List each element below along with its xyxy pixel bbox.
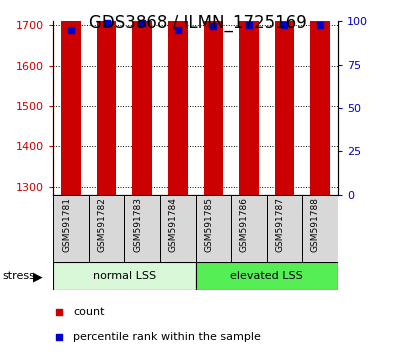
Point	[210, 24, 216, 29]
Bar	[168, 0, 188, 195]
Point	[103, 20, 110, 26]
Bar	[275, 0, 294, 195]
Bar	[124, 195, 160, 262]
Text: normal LSS: normal LSS	[93, 271, 156, 281]
Point	[139, 20, 145, 26]
Bar	[160, 195, 196, 262]
Text: elevated LSS: elevated LSS	[230, 271, 303, 281]
Text: ▶: ▶	[33, 270, 42, 283]
Text: GSM591788: GSM591788	[311, 197, 320, 252]
Text: GSM591781: GSM591781	[62, 197, 71, 252]
Text: GSM591786: GSM591786	[240, 197, 249, 252]
Point	[317, 22, 323, 28]
Text: GSM591782: GSM591782	[98, 197, 107, 252]
Bar	[267, 195, 302, 262]
Text: GDS3868 / ILMN_1725169: GDS3868 / ILMN_1725169	[88, 14, 307, 32]
Bar	[302, 195, 338, 262]
Bar	[97, 0, 117, 195]
Point	[68, 27, 74, 33]
Text: GSM591787: GSM591787	[275, 197, 284, 252]
Text: GSM591785: GSM591785	[204, 197, 213, 252]
Bar	[310, 0, 330, 195]
Bar	[203, 0, 223, 195]
Bar	[61, 0, 81, 195]
Bar	[231, 195, 267, 262]
Bar	[53, 262, 196, 290]
Bar	[53, 195, 89, 262]
Point	[246, 22, 252, 28]
Bar	[132, 0, 152, 195]
Text: count: count	[73, 307, 105, 317]
Text: percentile rank within the sample: percentile rank within the sample	[73, 332, 261, 342]
Text: GSM591784: GSM591784	[169, 197, 178, 252]
Bar	[89, 195, 124, 262]
Bar	[196, 262, 338, 290]
Text: GSM591783: GSM591783	[133, 197, 142, 252]
Point	[56, 309, 62, 315]
Bar	[239, 0, 259, 195]
Point	[175, 27, 181, 33]
Text: stress: stress	[2, 272, 35, 281]
Bar	[196, 195, 231, 262]
Point	[56, 334, 62, 340]
Point	[281, 22, 288, 28]
